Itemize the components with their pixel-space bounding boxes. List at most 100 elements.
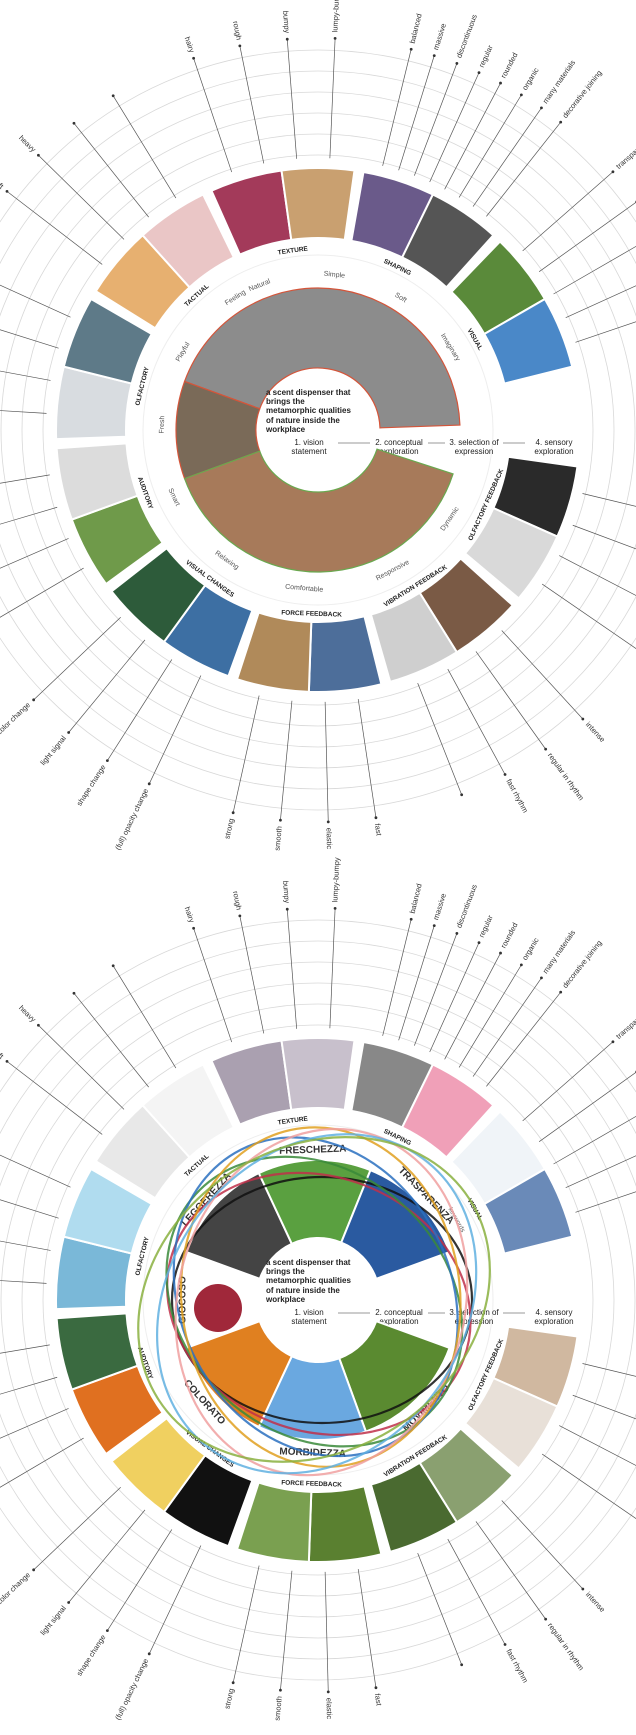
inner-keyword: Smart (166, 487, 180, 507)
axis-dot (432, 54, 436, 58)
axis-dot (111, 964, 115, 968)
axis-line (472, 977, 542, 1077)
guide-circle (0, 982, 636, 1618)
axis-dot (477, 941, 481, 944)
axis-label: fast rhythm (504, 777, 530, 814)
guide-circle (21, 133, 615, 727)
axis-line (232, 1565, 260, 1683)
axis-dot (231, 811, 235, 815)
axis-line (447, 1538, 506, 1645)
axis-line (148, 1545, 202, 1654)
axis-line (6, 1061, 103, 1135)
axis-label: many materials (541, 58, 578, 105)
axis-line (33, 616, 121, 701)
axis-label: discontinuous (454, 883, 479, 929)
axis-label: bumpy (281, 880, 292, 903)
connection-curve (179, 1126, 462, 1468)
axis-dot (519, 93, 523, 97)
axis-label: fast rhythm (504, 1647, 530, 1684)
axis-label: smooth (273, 1696, 284, 1721)
step-label: 1. vision statement (291, 1308, 327, 1327)
axis-dot (285, 37, 289, 41)
axis-line (486, 121, 561, 217)
axis-label: (full) opacity change (113, 1657, 150, 1721)
axis-line (475, 651, 546, 750)
axis-line (398, 925, 435, 1041)
axis-label: balanced (408, 883, 424, 915)
photo-segment (235, 1481, 313, 1563)
axis-line (444, 952, 501, 1060)
inner-keyword: Relaxing (213, 550, 239, 571)
axis-dot (67, 731, 71, 734)
inner-keyword: Natural (248, 278, 272, 293)
axis-line (280, 1570, 293, 1691)
inner-keyword: Feeling (224, 289, 247, 307)
photo-segment (55, 442, 139, 521)
axis-line (572, 1394, 636, 1420)
axis-dot (460, 793, 464, 797)
axis-line (541, 583, 636, 649)
axis-line (0, 1280, 47, 1284)
axis-dot (499, 951, 502, 955)
axis-line (414, 933, 458, 1046)
axis-label: organic (520, 936, 541, 962)
axis-line (0, 506, 58, 525)
connection-curve (137, 1136, 491, 1463)
axis-label: soft (0, 176, 6, 191)
axis-label: balanced (408, 13, 424, 45)
axis-dot (37, 1023, 40, 1027)
section-label: FORCE FEEDBACK (281, 1480, 342, 1489)
axis-line (0, 538, 69, 569)
step-label: 1. vision statement (291, 1308, 327, 1327)
axis-label: lumpy-bumpy (330, 0, 341, 33)
step-label: 3. selection of expression (449, 438, 498, 456)
axis-line (414, 63, 458, 176)
guide-circle (42, 154, 594, 706)
photo-segment (235, 611, 313, 693)
axis-line (148, 675, 202, 784)
axis-dot (455, 932, 459, 935)
axis-dot (231, 1681, 235, 1685)
axis-dot (409, 47, 413, 51)
axis-label: strong (222, 1687, 235, 1709)
keyword: GIOCOSO (178, 1276, 189, 1324)
inner-keyword: Simple (323, 271, 345, 280)
axis-label: elastic (324, 1698, 334, 1720)
axis-label: organic (520, 66, 541, 92)
step-label: 4. sensory exploration (534, 438, 573, 456)
axis-line (38, 1024, 125, 1110)
axis-line (572, 524, 636, 550)
axis-line (0, 329, 59, 349)
axis-dot (559, 120, 563, 124)
axis-line (0, 1240, 51, 1251)
axis-line (112, 965, 177, 1069)
step-label: 3. selection of expression (449, 1308, 498, 1326)
axis-line (575, 321, 636, 343)
axis-dot (105, 759, 109, 763)
axis-line (565, 1155, 636, 1188)
axis-dot (559, 990, 563, 994)
axis-label: heavy (17, 1003, 38, 1024)
photo-segment (110, 546, 207, 644)
photo-segment (141, 1063, 236, 1159)
inner-image (183, 448, 454, 573)
axis-label: hairy (183, 36, 197, 55)
axis-line (475, 1521, 546, 1620)
axis-label: fast (373, 1693, 384, 1707)
axis-label: rough (231, 890, 244, 911)
axis-dot (5, 189, 9, 193)
photo-segment (307, 615, 383, 693)
axis-label: bumpy (281, 10, 292, 33)
inner-keyword: Responsive (375, 559, 411, 582)
axis-line (522, 1041, 614, 1122)
axis-dot (72, 121, 76, 125)
photo-segment (400, 193, 495, 289)
axis-line (0, 410, 47, 414)
axis-line (107, 1529, 173, 1631)
axis-label: elastic (324, 828, 334, 850)
photo-segment (141, 193, 236, 289)
axis-line (0, 1408, 69, 1439)
photo-segment (280, 167, 356, 241)
axis-line (107, 659, 173, 761)
axis-dot (105, 1629, 109, 1633)
